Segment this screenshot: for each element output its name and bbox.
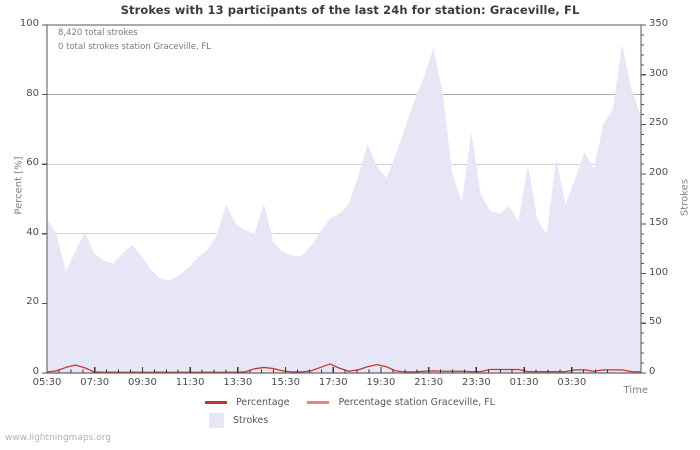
y-axis-right-tick: 200 [649,167,669,179]
plot-frame [46,24,642,374]
legend-label-strokes: Strokes [233,415,269,426]
x-axis-title: Time [623,385,648,396]
y-axis-right-tick: 350 [649,18,669,29]
x-axis-tick: 13:30 [223,377,253,388]
y-axis-right-tick: 50 [649,316,662,328]
x-axis-tick: 17:30 [318,377,348,388]
annotation-total-strokes: 8,420 total strokes [58,28,138,38]
y-axis-left-tick: 40 [26,226,39,238]
x-axis-tick: 19:30 [366,377,396,388]
annotation-station-strokes: 0 total strokes station Graceville, FL [58,42,212,52]
x-axis-tick: 15:30 [271,377,300,388]
y-axis-left-tick: 100 [19,18,39,29]
y-axis-right-tick: 250 [649,117,669,129]
x-axis-tick: 03:30 [557,377,587,388]
chart-title: Strokes with 13 participants of the last… [120,3,580,17]
legend-line-swatch-percentage [205,401,227,404]
legend-row-secondary: Strokes [205,413,286,428]
x-axis-tick: 11:30 [175,377,205,388]
legend-area-swatch-strokes [209,413,224,428]
y-axis-left-tick: 80 [26,87,39,99]
x-axis-tick: 23:30 [461,377,491,388]
y-axis-left-tick: 0 [32,366,39,377]
x-axis-tick: 21:30 [414,377,444,388]
y-axis-right-tick: 150 [649,216,669,228]
x-axis-tick: 05:30 [32,377,62,388]
legend-label-percentage: Percentage [236,397,290,408]
y-axis-right-title: Strokes [679,178,691,217]
x-axis-tick: 09:30 [127,377,157,388]
legend-label-percentage-station: Percentage station Graceville, FL [338,397,495,408]
watermark-url: www.lightningmaps.org [5,433,111,443]
legend-item-percentage[interactable]: Percentage [205,397,289,408]
y-axis-right-tick: 300 [649,67,669,79]
legend-row-primary: Percentage Percentage station Graceville… [205,397,513,408]
legend-item-percentage-station[interactable]: Percentage station Graceville, FL [307,397,495,408]
y-axis-right-tick: 100 [649,266,669,278]
x-axis-tick: 01:30 [509,377,539,388]
y-axis-left-title: Percent [%] [13,156,25,215]
strokes-area-series [47,44,641,373]
legend-line-swatch-percentage-station [307,401,330,404]
y-axis-right-tick: 0 [649,366,656,377]
y-axis-left-tick: 20 [26,296,39,308]
legend-item-strokes[interactable]: Strokes [205,413,268,428]
y-axis-left-tick: 60 [26,157,39,169]
x-axis-tick: 07:30 [80,377,110,388]
